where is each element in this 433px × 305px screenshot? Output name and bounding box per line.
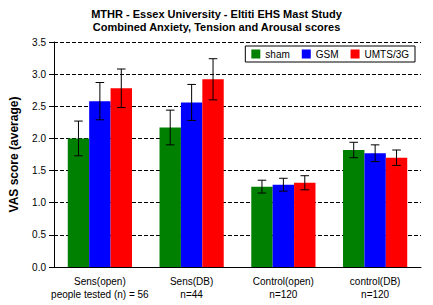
svg-text:2.5: 2.5 bbox=[32, 101, 46, 112]
svg-text:GSM: GSM bbox=[316, 49, 339, 60]
svg-text:Sens(open): Sens(open) bbox=[74, 276, 126, 287]
svg-text:2.0: 2.0 bbox=[32, 133, 46, 144]
svg-text:0.0: 0.0 bbox=[32, 262, 46, 273]
svg-text:1.5: 1.5 bbox=[32, 165, 46, 176]
svg-text:1.0: 1.0 bbox=[32, 197, 46, 208]
svg-text:UMTS/3G: UMTS/3G bbox=[365, 49, 410, 60]
svg-text:n=44: n=44 bbox=[180, 289, 203, 300]
svg-text:3.0: 3.0 bbox=[32, 69, 46, 80]
svg-text:0.5: 0.5 bbox=[32, 229, 46, 240]
svg-text:Control(open): Control(open) bbox=[253, 276, 314, 287]
svg-text:VAS score (average): VAS score (average) bbox=[7, 97, 21, 213]
svg-text:MTHR - Essex University - Elti: MTHR - Essex University - Eltiti EHS Mas… bbox=[91, 8, 342, 20]
svg-text:3.5: 3.5 bbox=[32, 37, 46, 48]
svg-text:control(DB): control(DB) bbox=[350, 276, 401, 287]
svg-text:Sens(DB): Sens(DB) bbox=[170, 276, 213, 287]
svg-text:people tested (n) = 56: people tested (n) = 56 bbox=[51, 289, 149, 300]
svg-text:n=120: n=120 bbox=[361, 289, 390, 300]
svg-text:sham: sham bbox=[265, 49, 289, 60]
svg-text:n=120: n=120 bbox=[269, 289, 298, 300]
svg-text:Combined Anxiety, Tension and: Combined Anxiety, Tension and Arousal sc… bbox=[93, 21, 341, 33]
